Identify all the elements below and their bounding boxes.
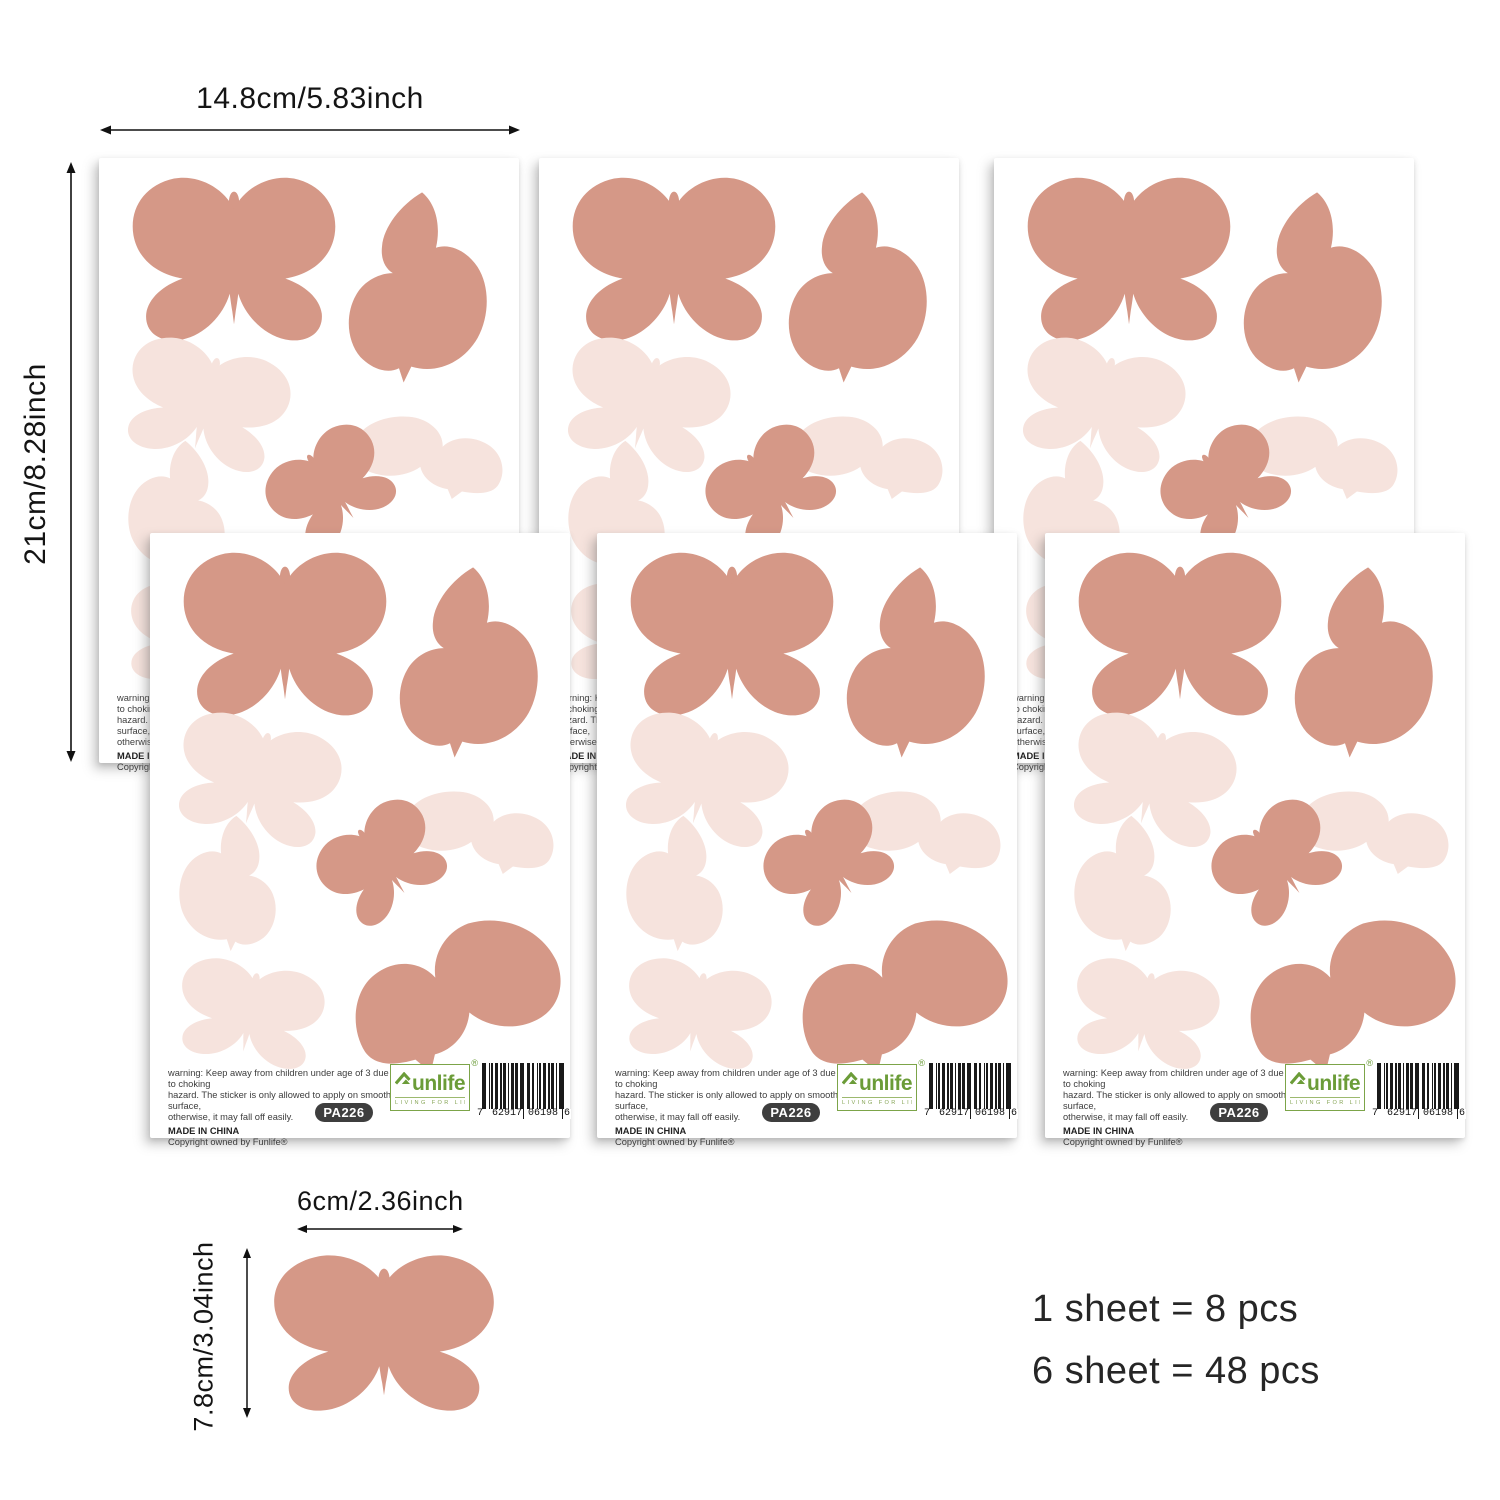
logo-tagline: LIVING FOR LIFE bbox=[842, 1097, 912, 1106]
barcode-digit: 6 bbox=[1009, 1108, 1018, 1119]
sku-badge: PA226 bbox=[315, 1103, 373, 1122]
butterfly-sticker bbox=[1027, 177, 1231, 341]
butterfly-sticker bbox=[617, 952, 777, 1074]
copyright-text: Copyright owned by Funlife® bbox=[615, 1137, 735, 1147]
barcode-digit: 7 bbox=[1371, 1108, 1380, 1119]
sticker-layer bbox=[1045, 533, 1465, 1138]
warning-text: warning: Keep away from children under a… bbox=[1063, 1068, 1291, 1148]
piece-height-dimension-label: 7.8cm/3.04inch bbox=[188, 1241, 219, 1432]
sheet-width-dimension-label: 14.8cm/5.83inch bbox=[196, 82, 424, 115]
copyright-text: Copyright owned by Funlife® bbox=[1063, 1137, 1183, 1147]
butterfly-sticker bbox=[1078, 552, 1282, 716]
registered-mark: ® bbox=[1366, 1058, 1373, 1068]
sheet-fine-print: warning: Keep away from children under a… bbox=[150, 1058, 571, 1147]
warning-line: warning: Keep away from children under a… bbox=[168, 1068, 389, 1089]
butterfly-sticker bbox=[274, 1255, 494, 1411]
barcode-digits: 06198 bbox=[527, 1108, 560, 1119]
barcode: 7 62917 06198 6 bbox=[1371, 1061, 1466, 1121]
roof-icon bbox=[842, 1072, 858, 1085]
sheet-fine-print: warning: Keep away from children under a… bbox=[1045, 1058, 1466, 1147]
piece-width-dimension-label: 6cm/2.36inch bbox=[297, 1186, 464, 1216]
registered-mark: ® bbox=[918, 1058, 925, 1068]
butterfly-sticker bbox=[132, 177, 336, 341]
made-in-china-text: MADE IN CHINA bbox=[557, 751, 629, 761]
warning-line: warning: Keep away from children under a… bbox=[615, 1068, 836, 1089]
sheet-count-line: 1 sheet = 8 pcs bbox=[1032, 1288, 1299, 1330]
made-in-china-text: MADE IN CHINA bbox=[1063, 1126, 1135, 1136]
roof-icon bbox=[1290, 1072, 1306, 1085]
sheet-width-dimension-arrow bbox=[100, 125, 520, 135]
roof-icon bbox=[395, 1072, 411, 1085]
piece-height-dimension-arrow bbox=[243, 1248, 251, 1418]
sticker-sheet: warning: Keep away from children under a… bbox=[1045, 533, 1466, 1147]
logo-tagline: LIVING FOR LIFE bbox=[395, 1097, 465, 1106]
logo-wordmark: unlife bbox=[859, 1072, 913, 1095]
barcode-digits: 06198 bbox=[974, 1108, 1007, 1119]
copyright-text: Copyright owned by Funlife® bbox=[168, 1137, 288, 1147]
barcode-digit: 6 bbox=[1457, 1108, 1466, 1119]
warning-line: warning: Keep away from children under a… bbox=[1063, 1068, 1284, 1089]
barcode-digits: 06198 bbox=[1422, 1108, 1455, 1119]
made-in-china-text: MADE IN CHINA bbox=[168, 1126, 240, 1136]
butterfly-sticker bbox=[1294, 567, 1433, 758]
warning-text: warning: Keep away from children under a… bbox=[615, 1068, 843, 1148]
butterfly-sticker bbox=[399, 567, 538, 758]
logo-tagline: LIVING FOR LIFE bbox=[1290, 1097, 1360, 1106]
piece-count-text: 1 sheet = 8 pcs 6 sheet = 48 pcs bbox=[1032, 1278, 1320, 1402]
warning-line: hazard. The sticker is only allowed to a… bbox=[1063, 1090, 1287, 1111]
butterfly-sticker bbox=[846, 567, 985, 758]
warning-line: hazard. The sticker is only allowed to a… bbox=[615, 1090, 839, 1111]
sticker-sheet: warning: Keep away from children under a… bbox=[597, 533, 1018, 1147]
sheet-fine-print: warning: Keep away from children under a… bbox=[597, 1058, 1018, 1147]
piece-width-dimension-arrow bbox=[297, 1225, 463, 1233]
butterfly-sticker bbox=[630, 552, 834, 716]
warning-line: otherwise, it may fall off easily. bbox=[168, 1112, 294, 1122]
barcode-digit: 6 bbox=[562, 1108, 571, 1119]
funlife-logo: ® unlife LIVING FOR LIFE bbox=[837, 1058, 925, 1111]
butterfly-sticker bbox=[171, 809, 289, 957]
barcode-digits: 62917 bbox=[938, 1108, 971, 1119]
warning-line: otherwise, it may fall off easily. bbox=[1063, 1112, 1189, 1122]
sticker-sheet: warning: Keep away from children under a… bbox=[150, 533, 571, 1147]
butterfly-sticker bbox=[1066, 809, 1184, 957]
warning-text: warning: Keep away from children under a… bbox=[168, 1068, 396, 1148]
barcode-digits: 62917 bbox=[1386, 1108, 1419, 1119]
butterfly-sticker bbox=[170, 952, 330, 1074]
barcode-digit: 7 bbox=[923, 1108, 932, 1119]
butterfly-sticker bbox=[1065, 952, 1225, 1074]
funlife-logo: ® unlife LIVING FOR LIFE bbox=[390, 1058, 478, 1111]
warning-line: hazard. The sticker is only allowed to a… bbox=[168, 1090, 392, 1111]
barcode-digits: 62917 bbox=[491, 1108, 524, 1119]
sticker-layer bbox=[150, 533, 570, 1138]
barcode: 7 62917 06198 6 bbox=[476, 1061, 571, 1121]
butterfly-sticker bbox=[572, 177, 776, 341]
sticker-layer bbox=[597, 533, 1017, 1138]
total-count-line: 6 sheet = 48 pcs bbox=[1032, 1350, 1320, 1392]
logo-wordmark: unlife bbox=[1307, 1072, 1361, 1095]
sku-badge: PA226 bbox=[1210, 1103, 1268, 1122]
butterfly-sticker bbox=[788, 192, 927, 383]
barcode: 7 62917 06198 6 bbox=[923, 1061, 1018, 1121]
registered-mark: ® bbox=[471, 1058, 478, 1068]
sheet-height-dimension-label: 21cm/8.28inch bbox=[19, 363, 52, 565]
butterfly-sticker bbox=[348, 192, 487, 383]
made-in-china-text: MADE IN CHINA bbox=[615, 1126, 687, 1136]
funlife-logo: ® unlife LIVING FOR LIFE bbox=[1285, 1058, 1373, 1111]
warning-line: otherwise, it may fall off easily. bbox=[615, 1112, 741, 1122]
sku-badge: PA226 bbox=[762, 1103, 820, 1122]
butterfly-sticker bbox=[618, 809, 736, 957]
sheet-height-dimension-arrow bbox=[66, 162, 76, 762]
barcode-digit: 7 bbox=[476, 1108, 485, 1119]
butterfly-sticker bbox=[1243, 192, 1382, 383]
butterfly-sticker bbox=[183, 552, 387, 716]
logo-wordmark: unlife bbox=[412, 1072, 466, 1095]
